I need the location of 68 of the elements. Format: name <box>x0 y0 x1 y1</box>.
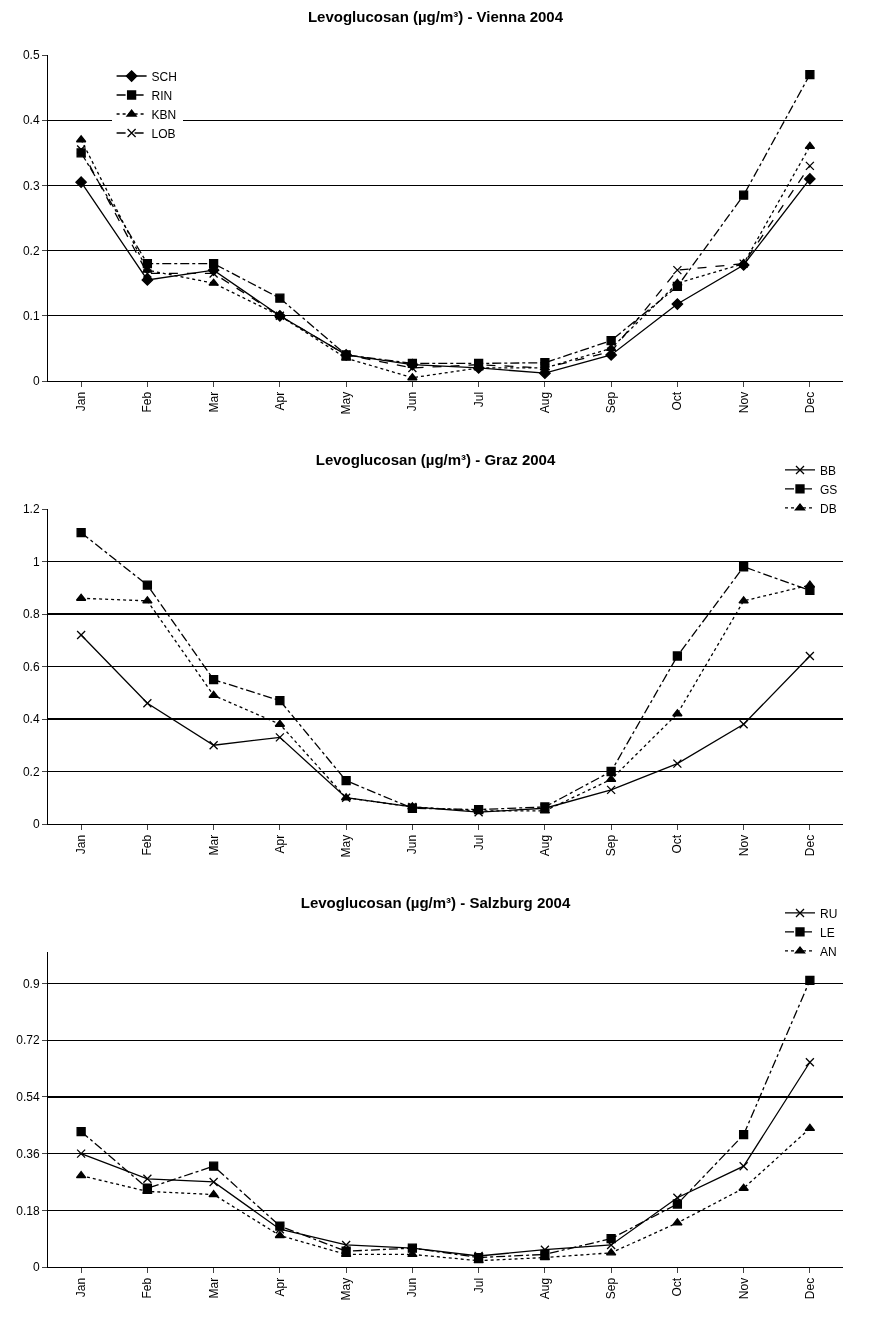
y-tick-label: 0.9 <box>22 976 40 991</box>
y-tick-label: 0.2 <box>22 764 40 779</box>
x-tick-label: Apr <box>272 391 287 411</box>
x-tick-label: Jun <box>405 834 420 855</box>
chart-title: Levoglucosan (µg/m³) - Vienna 2004 <box>307 7 564 25</box>
legend-label: BB <box>820 463 837 478</box>
x-tick-label: Aug <box>537 834 552 857</box>
x-tick-label: Oct <box>670 834 685 854</box>
y-tick-label: 0.6 <box>22 659 40 674</box>
legend-label: GS <box>820 482 838 497</box>
y-tick-label: 0.8 <box>22 607 40 622</box>
x-tick-label: Apr <box>272 834 287 854</box>
x-tick-label: May <box>339 391 354 415</box>
y-tick-label: 0.4 <box>22 113 40 128</box>
x-tick-label: Aug <box>537 1277 552 1300</box>
x-tick-label: Mar <box>206 1277 221 1299</box>
y-tick-label: 0.1 <box>22 309 40 323</box>
legend-label: AN <box>820 944 837 959</box>
y-tick-label: 0.3 <box>22 178 40 193</box>
x-tick-label: Jul <box>471 834 486 851</box>
x-tick-label: Mar <box>206 834 221 856</box>
x-tick-label: Nov <box>736 391 751 414</box>
x-tick-label: Jan <box>74 834 89 855</box>
x-tick-label: Nov <box>736 834 751 857</box>
x-tick-label: Dec <box>802 1277 817 1300</box>
legend-label: KBN <box>151 107 177 122</box>
chart-title: Levoglucosan (µg/m³) - Graz 2004 <box>315 450 556 468</box>
x-tick-label: Apr <box>272 1277 287 1297</box>
legend-label: LE <box>820 925 835 940</box>
y-tick-label: 0 <box>32 1260 40 1275</box>
y-tick-label: 0.2 <box>22 243 40 258</box>
y-tick-label: 0.4 <box>22 712 40 727</box>
y-tick-label: 1 <box>32 554 40 569</box>
y-tick-label: 1.2 <box>22 502 40 517</box>
x-tick-label: Aug <box>537 391 552 414</box>
x-tick-label: Jun <box>405 1277 420 1298</box>
x-tick-label: Jan <box>74 1277 89 1298</box>
y-tick-label: 0.54 <box>16 1090 40 1105</box>
x-tick-label: Jan <box>74 391 89 412</box>
legend-label: RU <box>820 906 838 921</box>
x-tick-label: Feb <box>140 834 155 856</box>
y-tick-label: 0.36 <box>16 1146 40 1161</box>
x-tick-label: Nov <box>736 1277 751 1300</box>
x-tick-label: Oct <box>670 391 685 411</box>
x-tick-label: Oct <box>670 1277 685 1297</box>
x-tick-label: Dec <box>802 391 817 414</box>
y-tick-label: 0 <box>32 817 40 832</box>
y-tick-label: 0.18 <box>16 1203 40 1218</box>
x-tick-label: May <box>339 834 354 858</box>
x-tick-label: Feb <box>140 391 155 413</box>
y-tick-label: 0.5 <box>22 48 40 63</box>
x-tick-label: Jun <box>405 391 420 412</box>
x-tick-label: Dec <box>802 834 817 857</box>
y-tick-label: 0.72 <box>16 1033 40 1048</box>
x-tick-label: Mar <box>206 391 221 413</box>
legend-label: RIN <box>151 88 173 103</box>
x-tick-label: Sep <box>604 1277 619 1300</box>
x-tick-label: Sep <box>604 391 619 414</box>
x-tick-label: May <box>339 1277 354 1301</box>
y-tick-label: 0 <box>32 374 40 389</box>
legend-label: SCH <box>151 69 177 84</box>
x-tick-label: Sep <box>604 834 619 857</box>
x-tick-label: Jul <box>471 391 486 408</box>
x-tick-label: Feb <box>140 1277 155 1299</box>
legend-label: LOB <box>151 126 176 141</box>
chart-title: Levoglucosan (µg/m³) - Salzburg 2004 <box>300 893 571 911</box>
x-tick-label: Jul <box>471 1277 486 1294</box>
legend-label: DB <box>820 501 837 516</box>
